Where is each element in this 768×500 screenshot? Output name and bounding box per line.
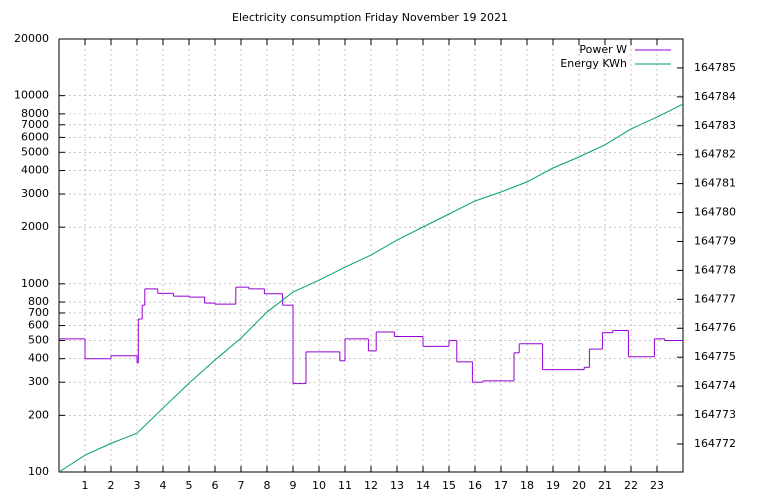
y-tick-label: 1000 [21,277,49,290]
y-tick-label: 200 [28,408,49,421]
y-tick-label: 8000 [21,107,49,120]
y-tick-label: 100 [28,465,49,478]
y2-tick-label: 164777 [694,292,736,305]
x-tick-label: 17 [494,479,508,492]
x-tick-label: 23 [650,479,664,492]
x-tick-label: 13 [390,479,404,492]
x-tick-label: 21 [598,479,612,492]
x-tick-label: 2 [108,479,115,492]
x-tick-label: 12 [364,479,378,492]
y-tick-label: 2000 [21,220,49,233]
x-tick-label: 6 [212,479,219,492]
x-tick-label: 11 [338,479,352,492]
y2-tick-label: 164784 [694,90,736,103]
x-tick-label: 3 [134,479,141,492]
x-tick-label: 9 [290,479,297,492]
y-tick-label: 6000 [21,130,49,143]
y-tick-label: 10000 [14,89,49,102]
x-tick-label: 4 [160,479,167,492]
y-tick-label: 300 [28,375,49,388]
y-tick-label: 7000 [21,118,49,131]
plot-frame [58,38,684,473]
x-tick-label: 22 [624,479,638,492]
y-tick-label: 800 [28,295,49,308]
legend-label: Energy KWh [560,57,627,70]
y2-tick-label: 164776 [694,321,736,334]
y-tick-label: 500 [28,333,49,346]
y2-tick-label: 164772 [694,437,736,450]
y2-tick-label: 164781 [694,177,736,190]
y-tick-label: 5000 [21,145,49,158]
x-tick-label: 19 [546,479,560,492]
y-tick-label: 600 [28,319,49,332]
x-tick-label: 8 [264,479,271,492]
x-tick-label: 7 [238,479,245,492]
y2-tick-label: 164783 [694,119,736,132]
y-tick-label: 700 [28,306,49,319]
y-tick-label: 4000 [21,164,49,177]
y-tick-label: 3000 [21,187,49,200]
y2-tick-label: 164782 [694,148,736,161]
x-tick-label: 1 [82,479,89,492]
y2-tick-label: 164779 [694,234,736,247]
x-tick-label: 18 [520,479,534,492]
y2-tick-label: 164774 [694,379,736,392]
x-tick-label: 16 [468,479,482,492]
x-tick-label: 15 [442,479,456,492]
legend-label: Power W [579,43,627,56]
y2-tick-label: 164775 [694,350,736,363]
y-tick-label: 400 [28,352,49,365]
y2-tick-label: 164785 [694,61,736,74]
chart-title: Electricity consumption Friday November … [232,11,508,24]
y2-tick-label: 164773 [694,408,736,421]
x-tick-label: 14 [416,479,430,492]
x-tick-label: 5 [186,479,193,492]
x-tick-label: 10 [312,479,326,492]
x-tick-label: 20 [572,479,586,492]
y2-tick-label: 164780 [694,206,736,219]
line-series [58,103,684,473]
y-tick-label: 20000 [14,32,49,45]
y2-tick-label: 164778 [694,263,736,276]
